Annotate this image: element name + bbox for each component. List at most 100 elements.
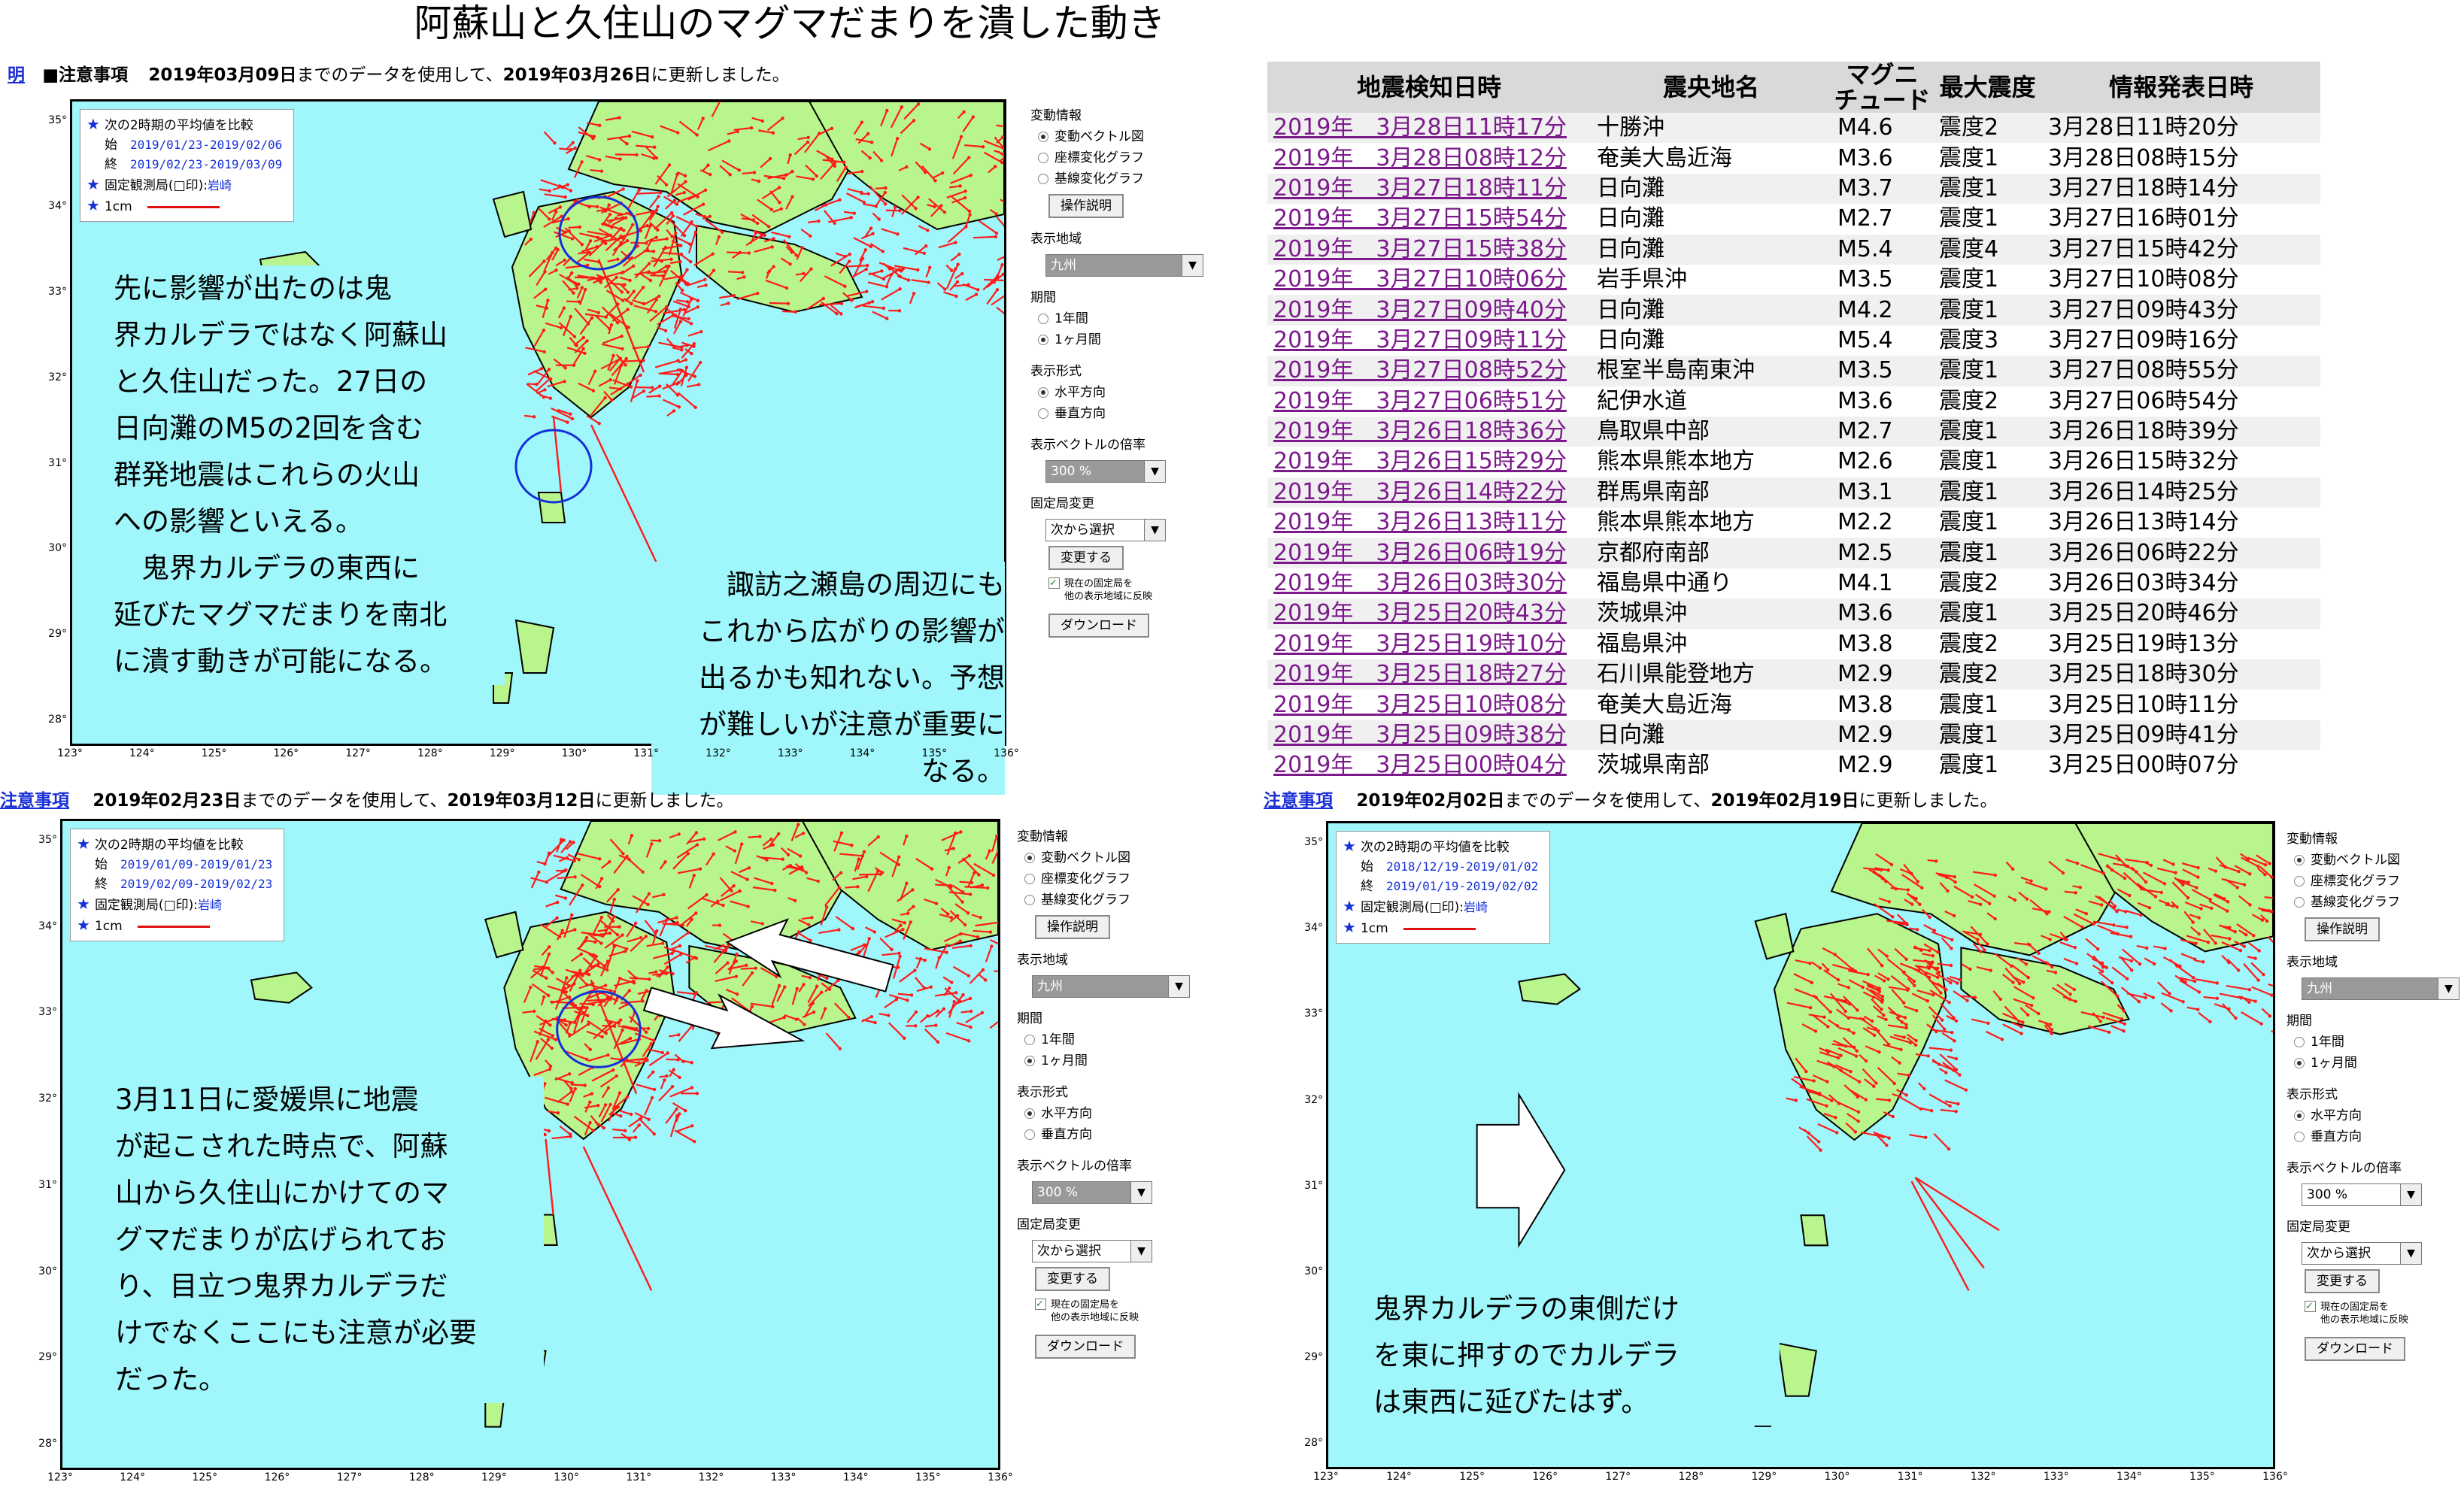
landmass	[1754, 913, 1795, 960]
detect-time-link[interactable]: 2019年 3月26日03時30分	[1267, 568, 1591, 599]
coord-graph-option-radio[interactable]	[1024, 874, 1035, 884]
detect-time-link[interactable]: 2019年 3月25日10時08分	[1267, 689, 1591, 720]
fixed-select[interactable]: 次から選択 ▼	[2302, 1242, 2422, 1265]
download-button[interactable]: ダウンロード	[1035, 1335, 1136, 1359]
vector-map-option-radio[interactable]	[1038, 132, 1048, 142]
format-vertical-radio[interactable]	[1038, 408, 1048, 419]
magnify-select[interactable]: 300 % ▼	[2302, 1183, 2422, 1206]
fixed-title: 固定局変更	[2286, 1220, 2350, 1235]
period-1month-radio[interactable]	[1024, 1056, 1035, 1066]
vector-head	[656, 228, 660, 232]
intensity-cell: 震度1	[1933, 599, 2042, 629]
magnify-select[interactable]: 300 % ▼	[1032, 1181, 1152, 1204]
notes-link[interactable]: 注意事項	[0, 791, 69, 811]
displacement-vector	[832, 871, 842, 881]
detect-time-link[interactable]: 2019年 3月28日08時12分	[1267, 143, 1591, 174]
region-select[interactable]: 九州 ▼	[2302, 977, 2459, 1000]
detect-time-link[interactable]: 2019年 3月26日06時19分	[1267, 538, 1591, 568]
format-horizontal-radio[interactable]	[1024, 1108, 1035, 1119]
detect-time-link[interactable]: 2019年 3月25日18時27分	[1267, 659, 1591, 690]
vector-head	[677, 832, 681, 836]
detect-time-link[interactable]: 2019年 3月27日09時40分	[1267, 295, 1591, 326]
detect-time-link[interactable]: 2019年 3月27日15時38分	[1267, 234, 1591, 265]
baseline-graph-option-radio[interactable]	[1024, 895, 1035, 905]
detect-time-link[interactable]: 2019年 3月25日09時38分	[1267, 720, 1591, 751]
detect-time-link[interactable]: 2019年 3月25日20時43分	[1267, 599, 1591, 629]
period-1month-radio[interactable]	[2294, 1058, 2305, 1068]
period-1year-radio[interactable]	[1024, 1035, 1035, 1045]
vector-head	[603, 983, 608, 987]
notes-link[interactable]: 注意事項	[1264, 791, 1333, 811]
magnitude-cell: M3.6	[1831, 143, 1933, 174]
fixed-select[interactable]: 次から選択 ▼	[1045, 519, 1166, 541]
baseline-graph-option-radio[interactable]	[1038, 174, 1048, 184]
displacement-vector	[821, 199, 840, 208]
displacement-vector	[790, 824, 800, 841]
vector-head	[678, 944, 682, 948]
displacement-vector	[569, 884, 584, 906]
vector-map-option-radio[interactable]	[1024, 853, 1035, 863]
period-1year-radio[interactable]	[1038, 314, 1048, 324]
vector-head	[909, 993, 914, 997]
detect-time-link[interactable]: 2019年 3月27日06時51分	[1267, 386, 1591, 417]
detect-time-link[interactable]: 2019年 3月27日09時11分	[1267, 325, 1591, 356]
displacement-vector	[745, 235, 762, 247]
notes-link-prefix[interactable]: 明	[8, 65, 25, 85]
coord-graph-option-radio[interactable]	[1038, 153, 1048, 163]
vector-head	[677, 1033, 681, 1037]
vector-head	[777, 983, 781, 988]
manual-button[interactable]: 操作説明	[1035, 915, 1110, 939]
vector-head	[2139, 913, 2143, 917]
format-horizontal-radio[interactable]	[1038, 387, 1048, 398]
format-vertical-radio[interactable]	[1024, 1129, 1035, 1140]
coord-graph-option-radio[interactable]	[2294, 876, 2305, 886]
displacement-vector	[576, 947, 594, 956]
detect-time-link[interactable]: 2019年 3月26日18時36分	[1267, 416, 1591, 447]
change-button[interactable]: 変更する	[2305, 1269, 2380, 1293]
displacement-vector	[608, 357, 621, 372]
vector-head	[554, 268, 558, 272]
detect-time-link[interactable]: 2019年 3月26日13時11分	[1267, 508, 1591, 538]
detect-time-link[interactable]: 2019年 3月27日18時11分	[1267, 173, 1591, 205]
change-button[interactable]: 変更する	[1035, 1267, 1110, 1291]
vector-head	[667, 163, 672, 167]
vector-head	[2099, 903, 2104, 907]
reflect-checkbox[interactable]: ✓	[2305, 1301, 2316, 1312]
detect-time-link[interactable]: 2019年 3月27日08時52分	[1267, 356, 1591, 386]
reflect-checkbox[interactable]: ✓	[1035, 1299, 1046, 1310]
download-button[interactable]: ダウンロード	[1048, 614, 1149, 638]
detect-time-link[interactable]: 2019年 3月28日11時17分	[1267, 113, 1591, 144]
download-button[interactable]: ダウンロード	[2305, 1337, 2405, 1361]
displacement-vector	[2234, 865, 2250, 875]
displacement-vector	[634, 1059, 648, 1068]
detect-time-link[interactable]: 2019年 3月27日10時06分	[1267, 264, 1591, 295]
fixed-select[interactable]: 次から選択 ▼	[1032, 1240, 1152, 1262]
vector-map-option-radio[interactable]	[2294, 855, 2305, 865]
displacement-vector	[1971, 1018, 1989, 1024]
vector-head	[1986, 942, 1989, 946]
magnify-select[interactable]: 300 % ▼	[1045, 460, 1166, 483]
vector-head	[2026, 1013, 2030, 1017]
vector-head	[2209, 906, 2214, 911]
notes-link[interactable]: ■注意事項	[42, 65, 129, 85]
detect-time-link[interactable]: 2019年 3月25日00時04分	[1267, 750, 1591, 781]
change-button[interactable]: 変更する	[1048, 546, 1124, 570]
region-select[interactable]: 九州 ▼	[1045, 254, 1203, 277]
period-1month-radio[interactable]	[1038, 335, 1048, 345]
region-select[interactable]: 九州 ▼	[1032, 975, 1190, 998]
detect-time-link[interactable]: 2019年 3月26日14時22分	[1267, 477, 1591, 508]
manual-button[interactable]: 操作説明	[2305, 917, 2380, 941]
vector-head	[790, 250, 794, 254]
format-horizontal-radio[interactable]	[2294, 1111, 2305, 1121]
detect-time-link[interactable]: 2019年 3月27日15時54分	[1267, 204, 1591, 235]
format-vertical-radio[interactable]	[2294, 1132, 2305, 1142]
period-1year-radio[interactable]	[2294, 1037, 2305, 1047]
manual-button[interactable]: 操作説明	[1048, 194, 1124, 218]
vector-head	[649, 1041, 653, 1046]
reflect-checkbox[interactable]: ✓	[1048, 577, 1060, 589]
detect-time-link[interactable]: 2019年 3月26日15時29分	[1267, 447, 1591, 477]
table-row: 2019年 3月25日18時27分 石川県能登地方 M2.9 震度2 3月25日18時3…	[1267, 659, 2320, 690]
baseline-graph-option-radio[interactable]	[2294, 897, 2305, 908]
displacement-vector	[622, 1025, 637, 1030]
detect-time-link[interactable]: 2019年 3月25日19時10分	[1267, 629, 1591, 660]
